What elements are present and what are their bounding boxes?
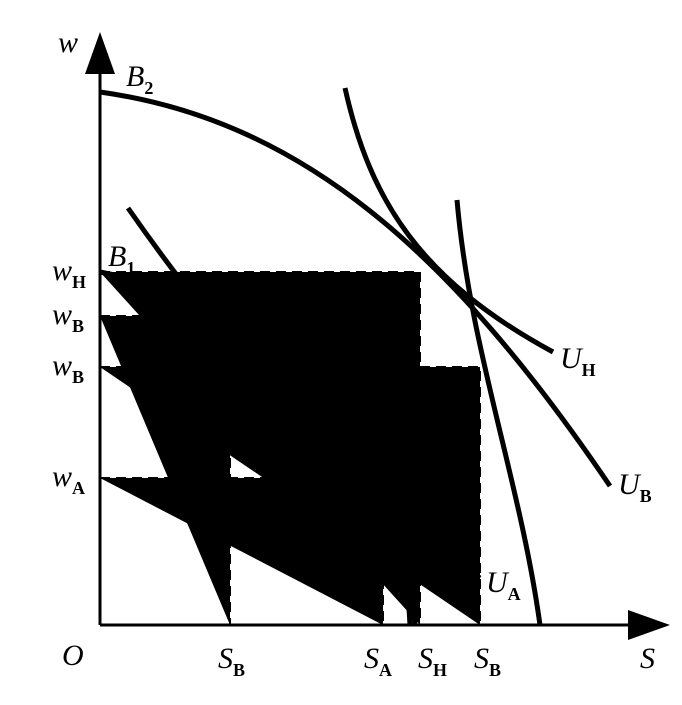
- label-main: S: [418, 642, 433, 675]
- label-sub: H: [582, 360, 596, 380]
- label-main: U: [486, 566, 510, 599]
- label-sub: 1: [126, 258, 135, 278]
- label-main: S: [218, 642, 233, 675]
- label-sub: B: [72, 316, 84, 336]
- label: UH: [560, 342, 596, 380]
- label: wB: [52, 349, 84, 387]
- label-sub: A: [379, 660, 392, 680]
- label-sub: H: [433, 660, 447, 680]
- label-sub: 2: [144, 78, 153, 98]
- label-sub: B: [489, 660, 501, 680]
- guides: [100, 271, 481, 625]
- label: wH: [52, 254, 86, 292]
- label-sub: A: [72, 478, 85, 498]
- label-sub: B: [233, 660, 245, 680]
- origin-label: O: [62, 639, 84, 672]
- label: B2: [126, 60, 153, 98]
- label: UA: [486, 566, 521, 604]
- label-sub: H: [72, 272, 86, 292]
- label: SA: [364, 642, 392, 680]
- label-main: S: [474, 642, 489, 675]
- label-main: U: [618, 468, 642, 501]
- label-main: U: [560, 342, 584, 375]
- label: B1: [108, 240, 135, 278]
- label-main: w: [52, 460, 72, 493]
- label-main: w: [52, 349, 72, 382]
- label: UB: [322, 290, 356, 328]
- label-main: B: [108, 240, 126, 273]
- label-sub: A: [508, 584, 521, 604]
- label: wB: [52, 298, 84, 336]
- label-sub: B: [640, 486, 652, 506]
- label: SH: [418, 642, 447, 680]
- label-sub: B: [72, 367, 84, 387]
- label-sub: B: [344, 308, 356, 328]
- label: SB: [474, 642, 501, 680]
- label-main: U: [322, 290, 346, 323]
- label: wA: [52, 460, 85, 498]
- label-main: S: [364, 642, 379, 675]
- x-axis-label: S: [640, 642, 655, 675]
- label: UB: [618, 468, 652, 506]
- y-axis-label: w: [58, 26, 78, 59]
- label-main: w: [52, 298, 72, 331]
- label-main: w: [52, 254, 72, 287]
- curves: [99, 87, 613, 626]
- label-main: B: [126, 60, 144, 93]
- label: SB: [218, 642, 245, 680]
